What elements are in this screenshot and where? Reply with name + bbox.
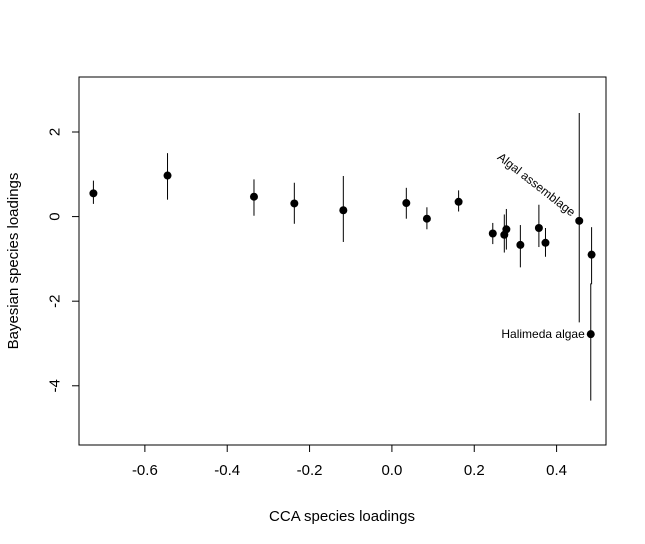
x-tick-label: 0.2: [464, 462, 485, 479]
data-point: [290, 199, 299, 208]
x-tick-label: -0.6: [132, 462, 158, 479]
x-tick-label: 0.0: [381, 462, 402, 479]
annotation-label: Algal assemblage: [495, 150, 579, 220]
data-point: [402, 199, 411, 208]
x-tick-label: -0.4: [214, 462, 240, 479]
y-tick-label: 0: [47, 212, 64, 220]
y-tick-label: -4: [47, 379, 64, 392]
data-point: [454, 197, 463, 206]
data-point: [249, 192, 258, 201]
annotation-label: Halimeda algae: [501, 327, 585, 341]
x-axis-label: CCA species loadings: [269, 508, 415, 525]
data-point: [516, 240, 525, 249]
data-point: [89, 189, 98, 198]
y-tick-label: -2: [47, 295, 64, 308]
data-point: [502, 225, 511, 234]
x-axis: -0.6 -0.4 -0.2 0.0 0.2 0.4: [132, 444, 567, 479]
data-point: [541, 238, 550, 247]
x-tick-label: 0.4: [546, 462, 567, 479]
data-point: [575, 216, 584, 225]
annotations: Algal assemblage Halimeda algae: [495, 150, 585, 341]
data-point: [339, 206, 348, 215]
data-point: [587, 250, 596, 259]
data-point: [422, 214, 431, 223]
data-point: [586, 330, 595, 339]
data-marks: [89, 112, 596, 401]
x-tick-label: -0.2: [297, 462, 323, 479]
y-axis: -4 -2 0 2: [47, 128, 80, 392]
data-point: [488, 229, 497, 238]
y-tick-label: 2: [47, 128, 64, 136]
data-point: [163, 171, 172, 180]
data-point: [534, 224, 543, 233]
plot-frame: [78, 76, 607, 446]
y-axis-label: Bayesian species loadings: [5, 173, 22, 350]
